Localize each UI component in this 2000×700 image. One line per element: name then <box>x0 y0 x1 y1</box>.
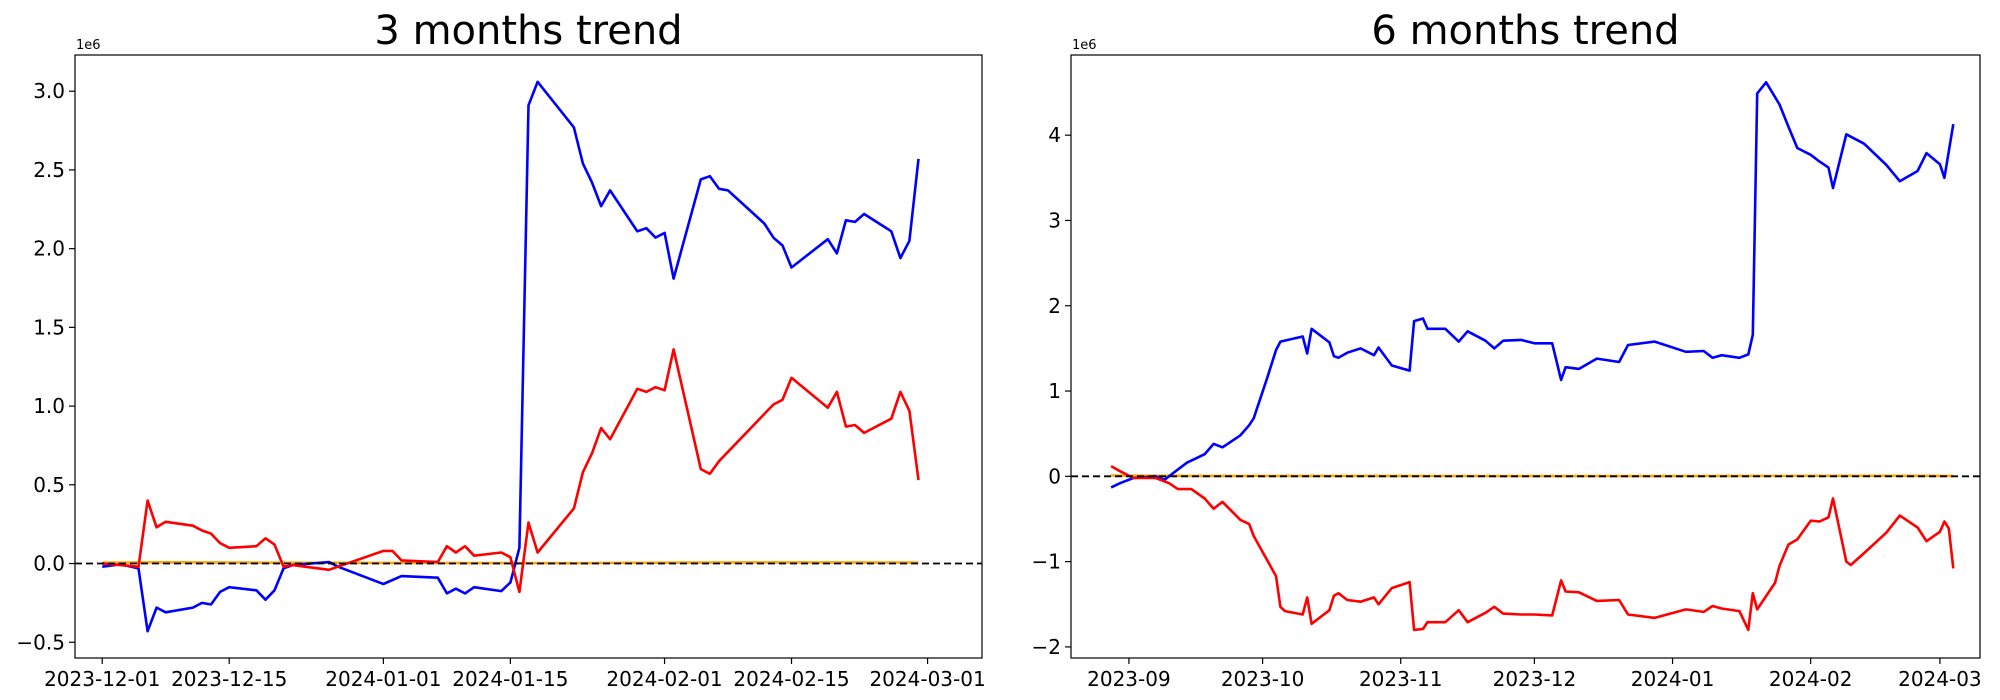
x-tick-label: 2024-03-01 <box>869 667 985 691</box>
y-tick-label: 3 <box>1048 208 1061 232</box>
x-tick-label: 2024-02-01 <box>606 667 722 691</box>
red-series-line <box>1110 464 1955 632</box>
y-tick-label: −2 <box>1032 635 1061 659</box>
plot-area <box>1071 81 1980 632</box>
x-tick-label: 2023-12-15 <box>171 667 287 691</box>
y-tick-label: 3.0 <box>33 79 65 103</box>
y-tick-label: 2.5 <box>33 158 65 182</box>
y-tick-label: 1.5 <box>33 315 65 339</box>
x-tick-label: 2024-03 <box>1898 667 1982 691</box>
axes-frame <box>74 54 983 659</box>
x-tick-label: 2023-11 <box>1359 667 1443 691</box>
x-tick-label: 2023-12 <box>1493 667 1577 691</box>
orange-series-line <box>1111 474 1954 478</box>
plot-area <box>75 80 982 633</box>
x-tick-label: 2024-02-15 <box>733 667 849 691</box>
y-tick-label: −0.5 <box>16 630 65 654</box>
x-tick-label: 2023-12-01 <box>44 667 160 691</box>
x-tick-label: 2023-10 <box>1221 667 1305 691</box>
chart-2: 6 months trend 1e6 −2 −1 0 1 2 3 4 2023-09 2023-10… <box>1032 8 1982 691</box>
x-tick-label: 2024-01 <box>1631 667 1715 691</box>
x-tick-label: 2024-02 <box>1769 667 1853 691</box>
y-tick-label: 1.0 <box>33 394 65 418</box>
chart-title: 3 months trend <box>374 8 682 54</box>
y-tick-label: 2 <box>1048 294 1061 318</box>
chart-1: 3 months trend 1e6 −0.5 0.0 0.5 1.0 1.5 2.0 2.5 3… <box>16 8 985 691</box>
y-tick-label: 0 <box>1048 464 1061 488</box>
y-tick-label: 2.0 <box>33 237 65 261</box>
x-tick-label: 2024-01-01 <box>325 667 441 691</box>
x-tick-label: 2023-09 <box>1087 667 1171 691</box>
red-series-line <box>102 348 920 594</box>
blue-series-line <box>102 80 920 633</box>
y-tick-label: −1 <box>1032 550 1061 574</box>
y-tick-label: 0.0 <box>33 552 65 576</box>
chart-title: 6 months trend <box>1371 8 1679 54</box>
axes-frame <box>1070 54 1981 659</box>
y-tick-label: 4 <box>1048 123 1061 147</box>
y-offset-label: 1e6 <box>76 38 101 53</box>
blue-series-line <box>1110 81 1955 489</box>
y-tick-label: 1 <box>1048 379 1061 403</box>
y-tick-label: 0.5 <box>33 473 65 497</box>
x-tick-label: 2024-01-15 <box>452 667 568 691</box>
y-offset-label: 1e6 <box>1072 38 1097 53</box>
